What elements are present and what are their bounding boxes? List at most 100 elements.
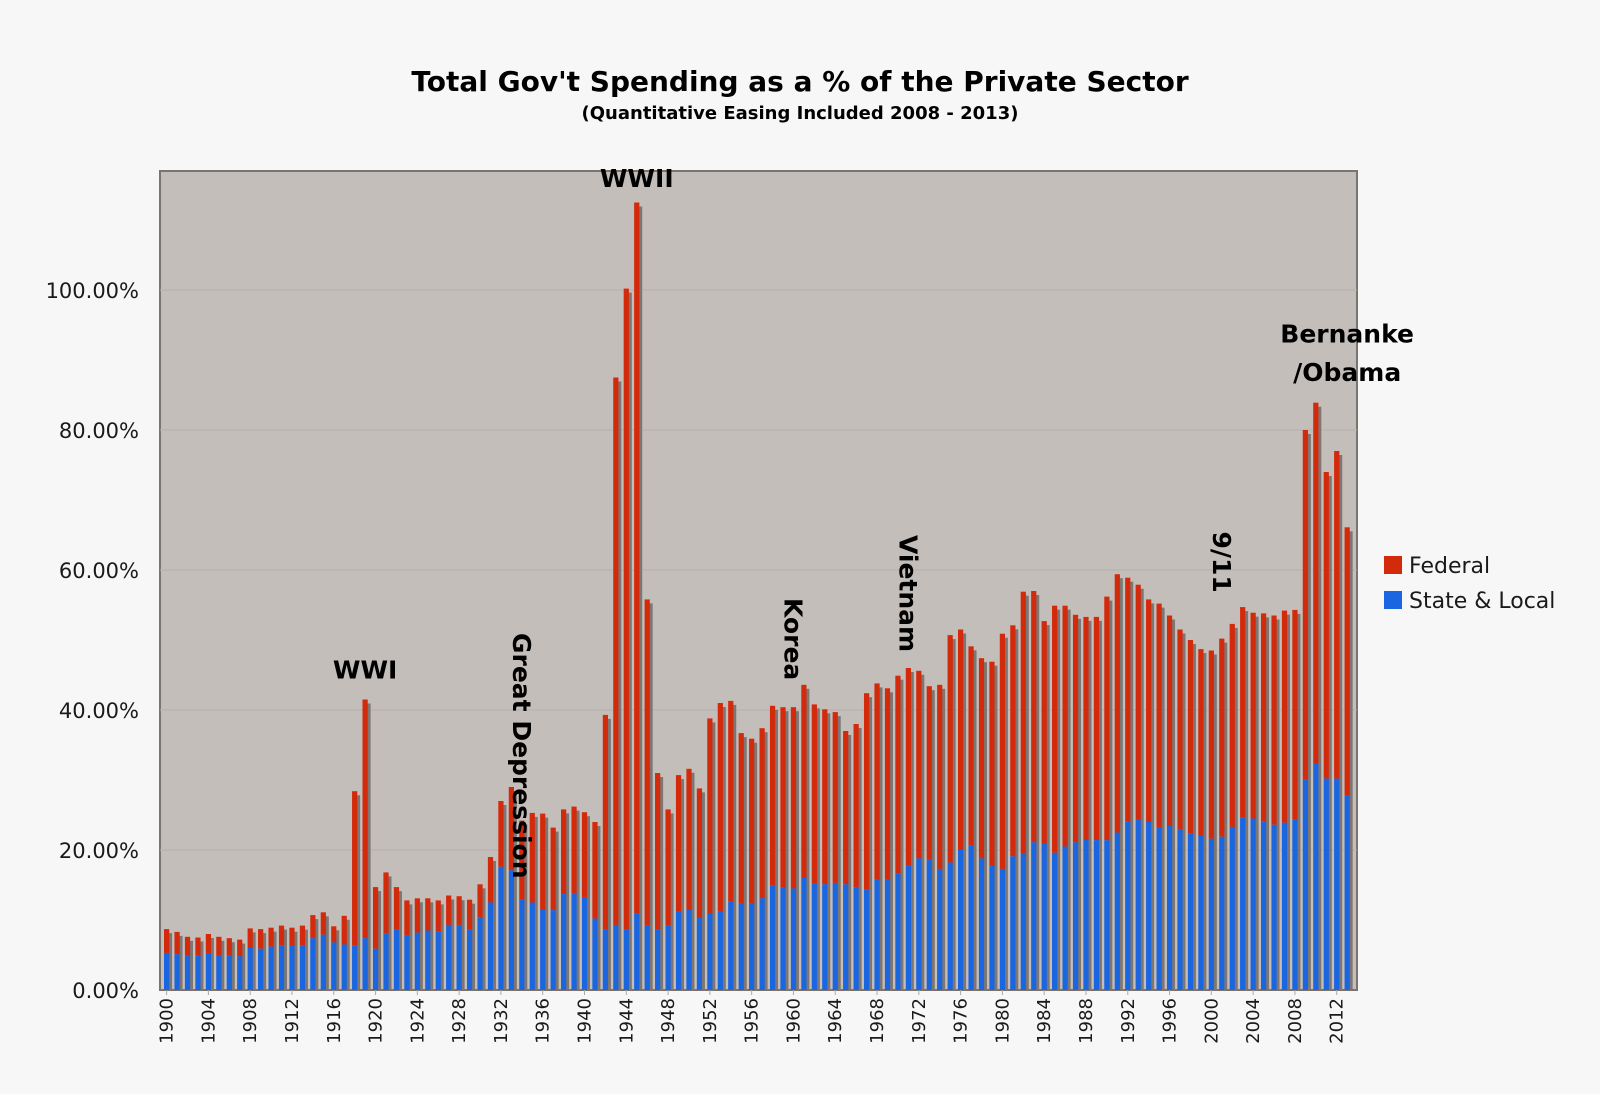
- annotations: WWI Great Depression WWII Korea Vietnam 9/11 B…: [333, 164, 1414, 878]
- bar-federal-1934: [519, 820, 525, 900]
- bar-federal-1965: [843, 731, 849, 885]
- bar-federal-1925: [425, 898, 431, 931]
- bar-shadow: [1034, 595, 1040, 990]
- x-axis-ticks: 1900 1904 1908 1912 1916 1920 1924 1928 1932 1936…: [157, 990, 1348, 1044]
- bar-state-local-2012: [1334, 778, 1340, 990]
- legend-swatch-state-local: [1384, 591, 1402, 609]
- x-tick-label: 1920: [366, 998, 387, 1044]
- bar-state-local-1986: [1062, 846, 1068, 990]
- bar-shadow: [908, 672, 914, 990]
- bar-federal-1935: [529, 812, 535, 903]
- x-tick-label: 2004: [1243, 998, 1264, 1044]
- bar-federal-1992: [1125, 577, 1131, 822]
- bar-state-local-1932: [498, 866, 504, 990]
- bar-state-local-1941: [592, 918, 598, 990]
- bar-shadow: [657, 777, 664, 990]
- bar-state-local-1973: [926, 859, 932, 990]
- bar-shadow: [762, 732, 768, 990]
- bar-federal-1940: [581, 812, 588, 898]
- bar-state-local-1953: [717, 911, 723, 990]
- bar-shadow: [1159, 607, 1165, 990]
- bar-shadow: [1148, 603, 1155, 990]
- bar-shadow: [783, 711, 789, 990]
- bar-shadow: [887, 692, 893, 990]
- bar-shadow: [438, 904, 444, 990]
- bar-shadow: [1211, 654, 1217, 990]
- bar-shadow: [396, 891, 402, 990]
- bar-state-local-1964: [832, 882, 838, 990]
- bar-federal-1901: [174, 931, 180, 955]
- bar-federal-1931: [487, 857, 494, 903]
- bar-shadow: [866, 697, 873, 990]
- bar-shadow: [898, 679, 904, 990]
- y-tick-label: 100.00%: [46, 279, 139, 303]
- y-axis-ticks: 0.00% 20.00% 40.00% 60.00% 80.00% 100.00%: [46, 279, 139, 1003]
- x-tick-label: 1912: [282, 998, 303, 1044]
- bar-shadow: [804, 688, 810, 990]
- annotation-label: WWII: [600, 164, 674, 193]
- bar-federal-1938: [561, 809, 567, 895]
- bar-federal-1905: [216, 936, 222, 955]
- bar-federal-1964: [832, 712, 838, 883]
- bar-federal-2012: [1334, 451, 1340, 779]
- bar-state-local-1904: [205, 953, 212, 990]
- bar-federal-1961: [801, 684, 807, 878]
- x-tick-label: 2000: [1201, 998, 1222, 1044]
- bars: [164, 202, 1353, 991]
- bar-shadow: [1065, 609, 1071, 990]
- bar-shadow: [448, 899, 455, 990]
- x-tick-label: 1936: [533, 998, 554, 1044]
- y-tick-label: 20.00%: [59, 839, 139, 863]
- bar-federal-1980: [999, 633, 1006, 869]
- bar-federal-1953: [717, 703, 723, 912]
- bar-federal-1911: [278, 925, 285, 946]
- bar-shadow: [845, 735, 852, 990]
- bar-federal-1914: [310, 915, 316, 939]
- annotation-label: Bernanke: [1280, 320, 1414, 349]
- bar-state-local-1943: [613, 924, 619, 990]
- bar-state-local-1920: [372, 948, 379, 990]
- bar-state-local-1972: [916, 858, 922, 990]
- bar-shadow: [386, 876, 392, 990]
- bar-shadow: [1242, 611, 1249, 990]
- bar-state-local-1958: [769, 885, 776, 990]
- x-tick-label: 1992: [1118, 998, 1139, 1044]
- bar-federal-2001: [1219, 638, 1225, 837]
- bar-shadow: [563, 813, 570, 990]
- bar-federal-1945: [634, 202, 640, 914]
- bar-federal-1936: [540, 813, 546, 910]
- bar-state-local-1909: [258, 948, 264, 990]
- bar-state-local-1907: [237, 956, 243, 990]
- bar-federal-1929: [466, 899, 473, 930]
- bar-shadow: [668, 813, 674, 990]
- bar-state-local-1902: [184, 955, 191, 990]
- bar-federal-1968: [874, 683, 880, 880]
- bar-federal-1999: [1198, 649, 1204, 836]
- bar-shadow: [1180, 633, 1186, 990]
- annotation-label: WWI: [333, 656, 397, 685]
- bar-federal-1949: [675, 775, 682, 912]
- bar-state-local-2013: [1344, 795, 1350, 990]
- bar-shadow: [1013, 629, 1019, 990]
- bar-federal-1924: [414, 898, 420, 933]
- bar-federal-2011: [1323, 472, 1329, 779]
- x-tick-label: 1900: [157, 998, 178, 1044]
- bar-federal-1942: [602, 714, 609, 930]
- bar-shadow: [344, 919, 350, 990]
- bar-federal-2008: [1292, 609, 1298, 820]
- bar-federal-1971: [905, 668, 911, 866]
- bar-shadow: [877, 687, 883, 990]
- bar-shadow: [981, 662, 987, 990]
- bar-federal-1962: [811, 704, 817, 884]
- bar-federal-2002: [1229, 623, 1235, 827]
- bar-shadow: [992, 665, 998, 990]
- bar-federal-1975: [947, 635, 953, 863]
- bar-state-local-1954: [728, 901, 734, 990]
- bar-shadow: [793, 711, 799, 990]
- bar-federal-1985: [1052, 605, 1058, 853]
- bar-federal-1926: [435, 900, 441, 932]
- bar-shadow: [1054, 609, 1061, 990]
- bar-state-local-1961: [801, 878, 807, 990]
- bar-federal-1923: [404, 900, 410, 936]
- bar-shadow: [1169, 619, 1176, 990]
